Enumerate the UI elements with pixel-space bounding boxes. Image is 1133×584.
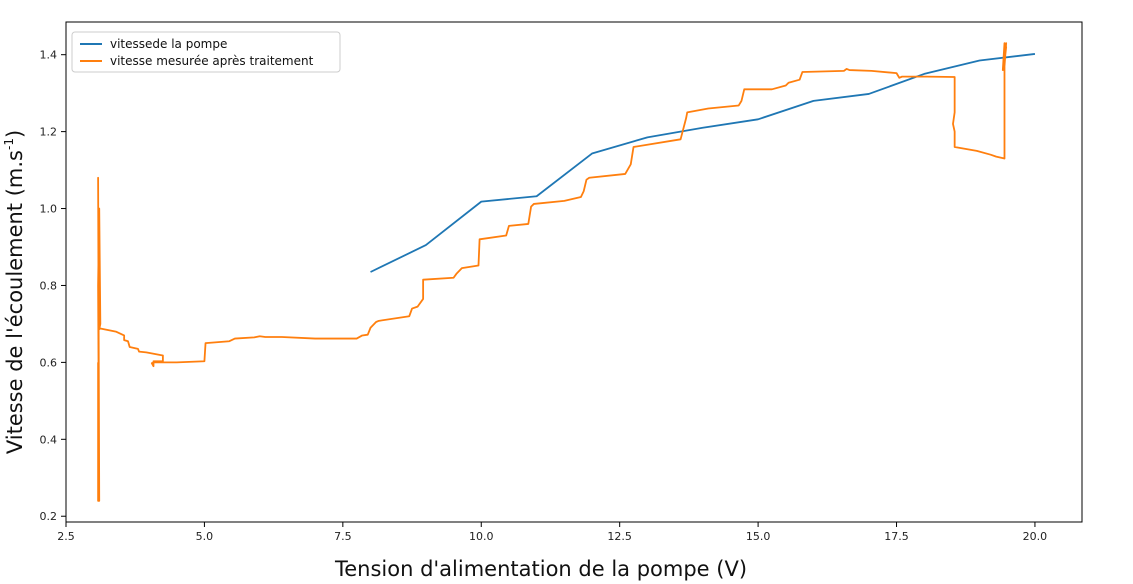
plot-frame [65,21,1083,523]
y-axis-title-superscript: -1 [2,138,16,150]
y-tick-label: 1.4 [40,49,58,62]
x-tick-label: 12.5 [607,530,632,543]
y-tick-label: 1.2 [40,126,58,139]
y-tick-label: 0.6 [40,356,58,369]
y-axis-title-main: Vitesse de l'écoulement (m.s [3,150,27,454]
legend: vitessede la pompe vitesse mesurée après… [71,31,341,73]
x-tick-label: 7.5 [334,530,352,543]
legend-box [71,31,341,73]
y-axis-ticks: 0.2 0.4 0.6 0.8 1.0 1.2 1.4 [40,49,66,523]
x-axis-ticks: 2.5 5.0 7.5 10.0 12.5 15.0 17.5 20.0 [57,522,1047,543]
x-tick-label: 15.0 [746,530,771,543]
legend-label-measured: vitesse mesurée après traitement [110,54,314,68]
y-tick-label: 0.8 [40,279,58,292]
x-axis-title: Tension d'alimentation de la pompe (V) [334,557,747,581]
series-lines [97,42,1036,502]
y-axis-title: Vitesse de l'écoulement (m.s-1) [2,130,27,454]
series-line-measured [97,42,1008,502]
y-tick-label: 0.4 [40,433,58,446]
y-tick-label: 0.2 [40,510,58,523]
x-tick-label: 10.0 [469,530,494,543]
legend-label-pump: vitessede la pompe [110,37,227,51]
x-tick-label: 20.0 [1023,530,1048,543]
series-line-pump [370,53,1036,273]
y-tick-label: 1.0 [40,203,58,216]
x-tick-label: 17.5 [884,530,909,543]
x-tick-label: 5.0 [196,530,214,543]
x-tick-label: 2.5 [57,530,75,543]
y-axis-title-close: ) [3,130,27,138]
